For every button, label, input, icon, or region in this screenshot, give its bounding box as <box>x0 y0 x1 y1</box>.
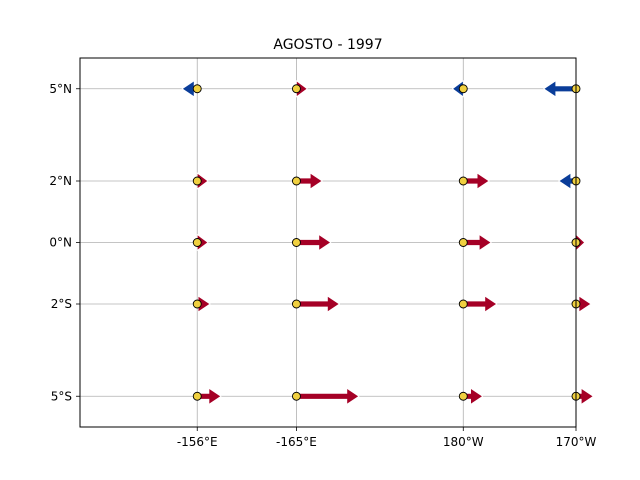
y-tick-label: 2°S <box>51 297 72 311</box>
station-marker <box>458 84 468 94</box>
station-marker <box>458 176 468 186</box>
eastward-arrow <box>295 233 332 252</box>
eastward-arrow <box>295 387 360 406</box>
station-marker <box>192 84 202 94</box>
y-tick-label: 5°N <box>49 82 72 96</box>
eastward-arrow <box>295 295 341 313</box>
station-marker <box>458 299 468 309</box>
chart-title: AGOSTO - 1997 <box>273 37 382 53</box>
x-tick-label: -156°E <box>177 435 218 449</box>
station-marker <box>192 299 202 309</box>
station-marker <box>192 391 202 401</box>
station-marker <box>291 176 301 186</box>
station-marker <box>291 238 301 247</box>
station-marker <box>192 238 202 247</box>
y-tick-label: 5°S <box>51 389 72 403</box>
eastward-arrow <box>462 295 498 313</box>
station-marker <box>458 391 468 401</box>
axis-ticks: -156°E -165°E 180°W 170°W 5°N 2°N 0°N 2°S 5°S <box>49 82 596 449</box>
station-marker <box>291 391 301 401</box>
station-marker <box>291 84 301 94</box>
station-marker <box>192 176 202 186</box>
westward-arrow <box>543 80 577 98</box>
y-tick-label: 0°N <box>49 236 72 250</box>
x-tick-label: -165°E <box>276 435 317 449</box>
vector-field <box>181 80 594 406</box>
x-tick-label: 180°W <box>443 435 484 449</box>
x-tick-label: 170°W <box>556 435 597 449</box>
station-marker <box>458 238 468 247</box>
station-marker <box>291 299 301 309</box>
y-tick-label: 2°N <box>49 174 72 188</box>
